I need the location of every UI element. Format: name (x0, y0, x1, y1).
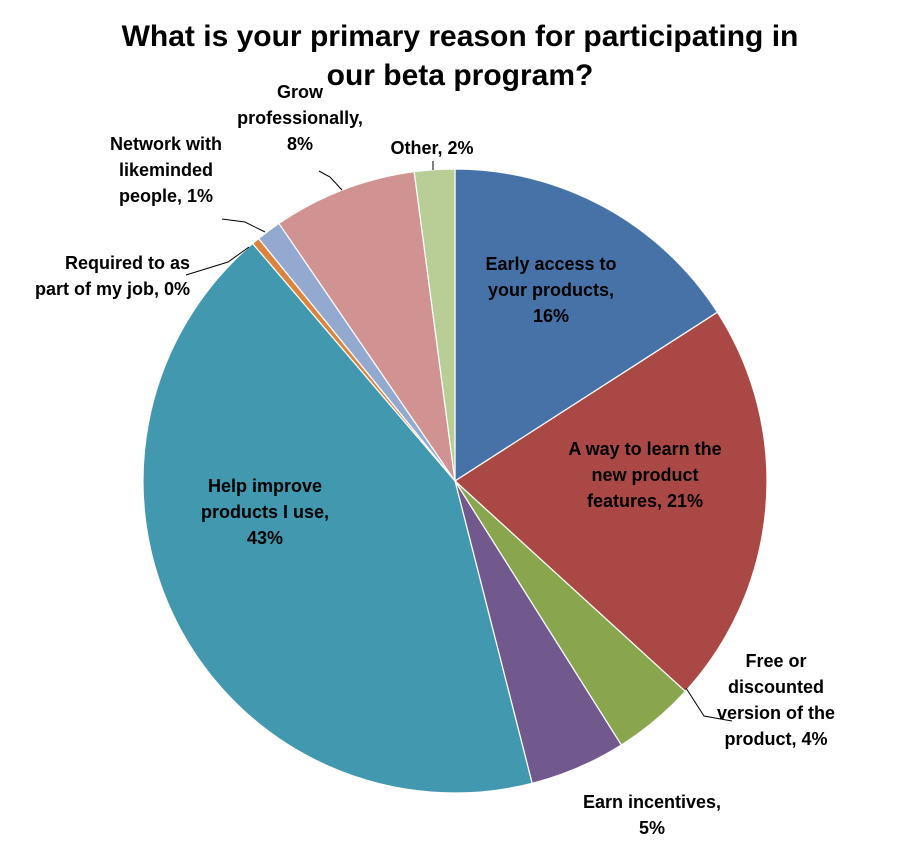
slice-label-9-line-1: Other, 2% (390, 138, 473, 158)
slice-label-8: Grow professionally, 8% (237, 82, 363, 154)
slice-label-5-line-2: products I use, (201, 502, 329, 522)
slice-label-5-line-3: 43% (247, 528, 283, 548)
slice-label-3-line-3: version of the (717, 703, 835, 723)
chart-title-line-2: our beta program? (327, 59, 594, 92)
leader-line-7 (221, 218, 266, 233)
slice-label-7-line-3: people, 1% (119, 186, 213, 206)
slice-label-6-line-2: part of my job, 0% (35, 279, 190, 299)
slice-label-1-line-2: your products, (488, 280, 614, 300)
slice-label-3-line-1: Free or (745, 651, 806, 671)
slice-label-7-line-2: likeminded (119, 160, 213, 180)
slice-label-8-line-2: professionally, (237, 108, 363, 128)
slice-label-6-line-1: Required to as (65, 253, 190, 273)
leader-line-8 (318, 170, 343, 191)
slice-label-1: Early access to your products, 16% (485, 254, 616, 326)
chart-title-line-1: What is your primary reason for particip… (122, 20, 799, 53)
chart-title: What is your primary reason for particip… (122, 20, 799, 92)
slice-label-9: Other, 2% (390, 138, 473, 158)
pie-slice-2 (454, 311, 768, 693)
pie-slices (142, 168, 768, 794)
leader-line-3 (685, 687, 733, 722)
slice-label-8-line-3: 8% (287, 134, 313, 154)
slice-label-3: Free or discounted version of the product, … (717, 651, 835, 749)
slice-label-2-line-3: features, 21% (587, 491, 703, 511)
slice-label-1-line-3: 16% (533, 306, 569, 326)
slice-label-4-line-2: 5% (639, 818, 665, 838)
slice-label-3-line-4: product, 4% (724, 729, 827, 749)
slice-labels: Early access to your products, 16% A way to… (35, 82, 835, 838)
slice-label-1-line-1: Early access to (485, 254, 616, 274)
slice-label-7: Network with likeminded people, 1% (110, 134, 222, 206)
slice-label-4: Earn incentives, 5% (583, 792, 721, 838)
slice-label-4-line-1: Earn incentives, (583, 792, 721, 812)
slice-label-5: Help improve products I use, 43% (201, 476, 329, 548)
slice-label-2-line-2: new product (592, 465, 699, 485)
slice-label-8-line-1: Grow (277, 82, 324, 102)
slice-label-7-line-1: Network with (110, 134, 222, 154)
slice-label-2: A way to learn the new product features, 2… (568, 439, 721, 511)
leader-line-6 (185, 246, 250, 276)
pie-slice-1 (454, 168, 719, 483)
slice-label-2-line-1: A way to learn the (568, 439, 721, 459)
slice-label-5-line-1: Help improve (208, 476, 322, 496)
leader-lines (185, 161, 733, 722)
slice-label-6: Required to as part of my job, 0% (35, 253, 190, 299)
slice-label-3-line-2: discounted (728, 677, 824, 697)
pie-slice-9 (413, 168, 456, 482)
pie-slice-8 (278, 171, 456, 482)
pie-slice-5 (142, 242, 533, 794)
